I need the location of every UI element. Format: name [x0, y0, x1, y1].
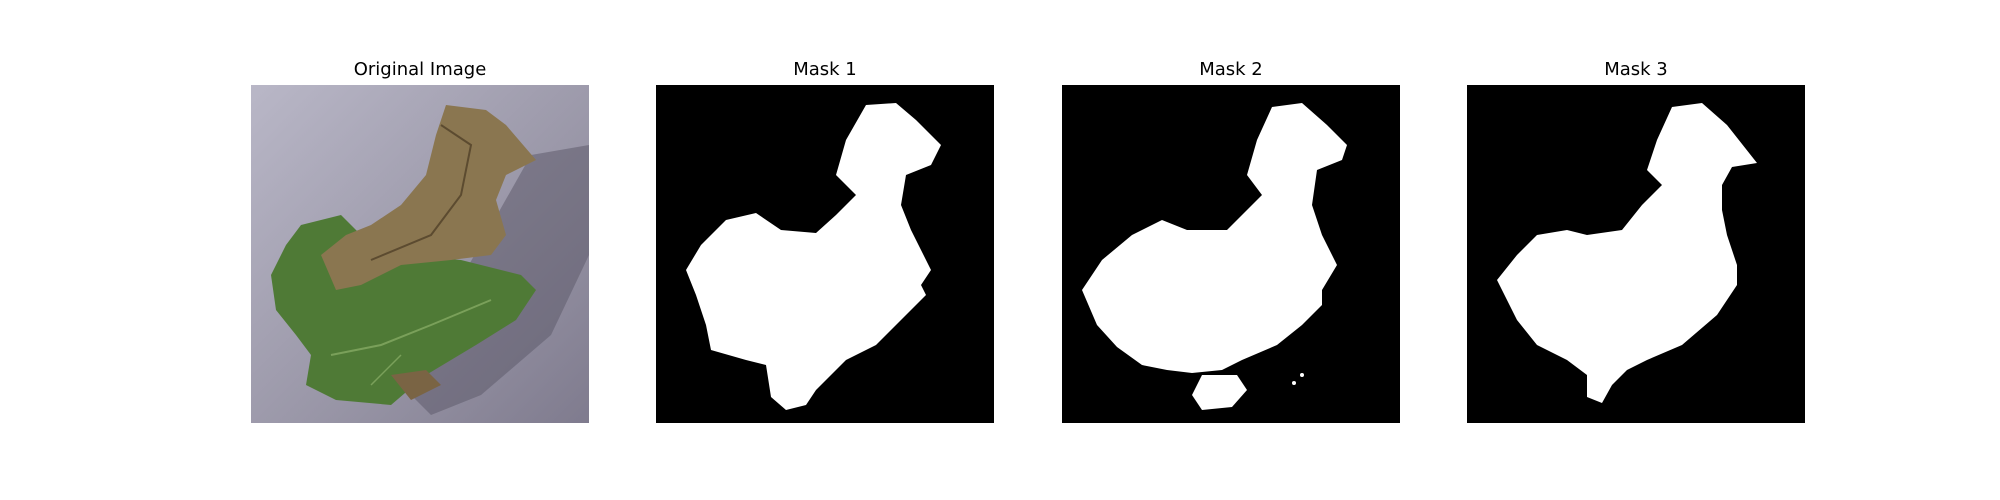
panel-mask-1: Mask 1	[656, 55, 994, 423]
panel-mask-3: Mask 3	[1467, 55, 1805, 423]
mask-3-image	[1467, 85, 1805, 423]
mask-2-image	[1062, 85, 1400, 423]
panel-title: Original Image	[353, 59, 487, 80]
panel-title: Mask 1	[793, 59, 857, 80]
panel-title: Mask 3	[1604, 59, 1668, 80]
panel-mask-2: Mask 2	[1062, 55, 1400, 423]
panel-original-image: Original Image	[251, 55, 589, 423]
mask-1-image	[656, 85, 994, 423]
panel-title: Mask 2	[1199, 59, 1263, 80]
original-image	[251, 85, 589, 423]
